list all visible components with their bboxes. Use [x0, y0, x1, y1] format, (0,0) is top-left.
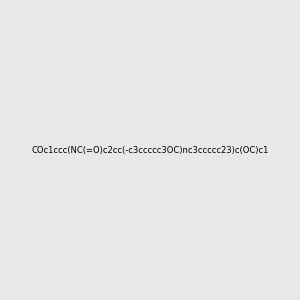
Text: COc1ccc(NC(=O)c2cc(-c3ccccc3OC)nc3ccccc23)c(OC)c1: COc1ccc(NC(=O)c2cc(-c3ccccc3OC)nc3ccccc2… — [31, 146, 269, 154]
